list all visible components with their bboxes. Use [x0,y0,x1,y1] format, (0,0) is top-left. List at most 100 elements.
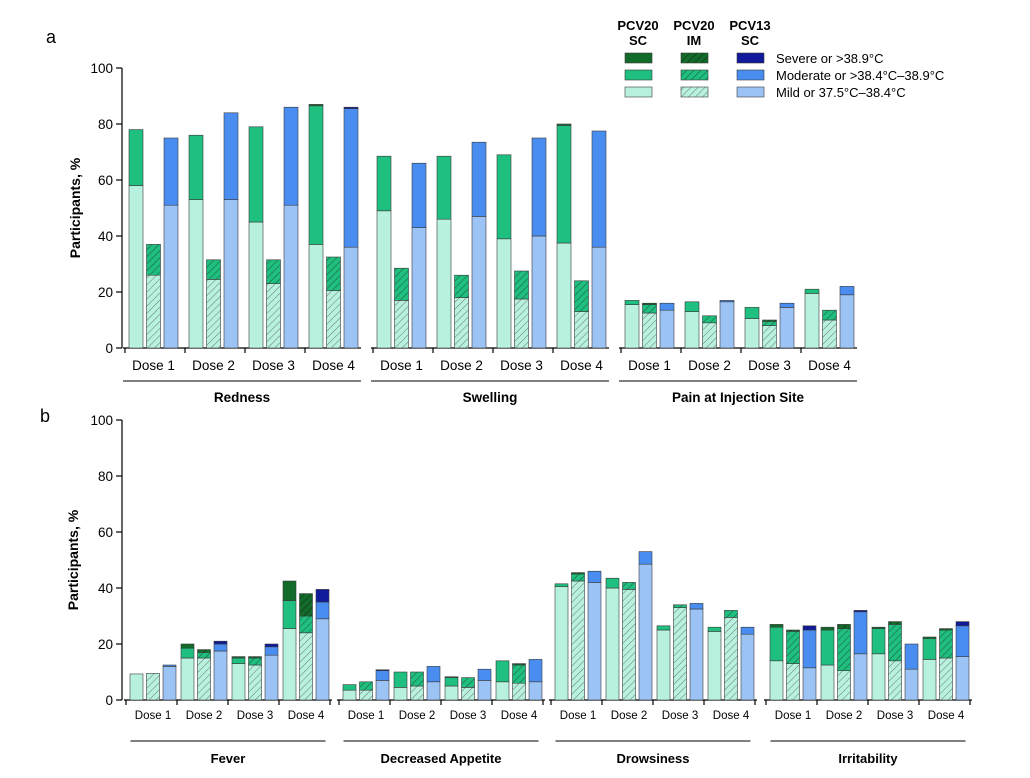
bar-redness-dose-1-pcv13_sc-mild [163,204,179,349]
bar-irritability-dose-4-pcv20_sc-mild [922,659,937,701]
x-tick-label: Dose 3 [252,358,295,373]
bar-decreased-appetite-dose-4-pcv20_im-severe [512,663,526,666]
bar-redness-dose-2-pcv20_sc-mild [188,199,204,349]
bar-irritability-dose-2-pcv20_im-mild [837,670,851,701]
x-tick-label: Dose 1 [775,710,811,722]
bar-redness-dose-4-pcv20_im-moderate [326,256,341,291]
bar-pain-at-injection-site-dose-3-pcv20_im-mild [762,325,777,349]
bar-decreased-appetite-dose-3-pcv20_sc-severe [444,676,459,678]
bar-irritability-dose-1-pcv20_im-severe [786,629,800,632]
bar-redness-dose-4-pcv13_sc-mild [343,246,359,349]
bar-drowsiness-dose-4-pcv20_im-moderate [724,610,738,618]
bar-fever-dose-2-pcv13_sc-severe [213,640,228,645]
bar-decreased-appetite-dose-2-pcv13_sc-moderate [426,666,441,683]
bar-redness-dose-4-pcv13_sc-severe [343,106,359,109]
bar-drowsiness-dose-1-pcv20_im-mild [571,580,585,701]
bar-fever-dose-4-pcv20_sc-moderate [282,600,297,629]
bar-irritability-dose-2-pcv20_im-severe [837,624,851,629]
x-tick-label: Dose 4 [501,710,538,722]
bar-decreased-appetite-dose-1-pcv13_sc-moderate [375,670,390,681]
legend-label-moderate: Moderate or >38.4°C–38.9°C [776,68,944,83]
bar-redness-dose-2-pcv13_sc-moderate [223,112,239,200]
bar-irritability-dose-1-pcv20_im-mild [786,663,800,701]
bar-fever-dose-3-pcv20_im-severe [248,656,262,659]
panel-a: a 0 20 40 60 80 100 Participants, % Dose 1 Dose 2… [46,27,857,405]
bar-drowsiness-dose-1-pcv20_im-severe [571,572,585,575]
bar-pain-at-injection-site-dose-1-pcv13_sc-mild [659,309,675,349]
x-tick-label: Dose 1 [135,710,171,722]
bar-swelling-dose-3-pcv13_sc-mild [531,235,547,349]
bar-decreased-appetite-dose-3-pcv20_im-mild [461,687,475,701]
bar-fever-dose-3-pcv20_sc-moderate [231,657,246,664]
y-tick-label: 40 [98,581,113,596]
bar-irritability-dose-3-pcv13_sc-mild [904,668,919,701]
bar-redness-dose-1-pcv20_sc-moderate [128,129,144,186]
bar-decreased-appetite-dose-1-pcv13_sc-severe [375,669,390,671]
bar-decreased-appetite-dose-2-pcv20_sc-moderate [393,671,408,688]
bar-decreased-appetite-dose-4-pcv20_sc-mild [495,681,510,701]
bar-fever-dose-1-pcv20_sc-mild [129,673,144,701]
bar-fever-dose-2-pcv20_im-moderate [197,652,211,659]
bar-pain-at-injection-site-dose-4-pcv13_sc-moderate [839,286,855,296]
y-tick-label: 60 [98,173,113,188]
legend-swatch-pcv20_sc-moderate [624,69,653,81]
bar-fever-dose-4-pcv13_sc-mild [315,618,330,701]
bar-irritability-dose-4-pcv20_sc-severe [922,636,937,639]
x-tick-label: Dose 2 [399,710,435,722]
bar-drowsiness-dose-4-pcv13_sc-moderate [740,626,755,635]
x-tick-label: Dose 2 [440,358,483,373]
panel-label: b [40,406,50,426]
bar-drowsiness-dose-3-pcv20_sc-mild [656,629,671,701]
bar-swelling-dose-3-pcv20_im-moderate [514,270,529,300]
bar-pain-at-injection-site-dose-2-pcv20_im-moderate [702,315,717,324]
legend-swatch-pcv20_im-severe [680,52,709,64]
bar-redness-dose-3-pcv20_sc-moderate [248,126,264,223]
x-tick-label: Dose 3 [877,710,913,722]
bar-swelling-dose-3-pcv20_sc-mild [496,238,512,349]
bar-drowsiness-dose-4-pcv20_sc-moderate [707,626,722,632]
bar-fever-dose-1-pcv13_sc-mild [162,666,177,701]
bar-pain-at-injection-site-dose-2-pcv13_sc-moderate [719,300,735,303]
x-tick-label: Dose 4 [560,358,603,373]
bar-fever-dose-2-pcv20_sc-mild [180,657,195,701]
x-tick-label: Dose 3 [500,358,543,373]
x-tick-label: Dose 2 [192,358,235,373]
bar-redness-dose-4-pcv20_sc-severe [308,104,324,107]
bar-fever-dose-3-pcv13_sc-severe [264,643,279,648]
y-tick-label: 20 [98,637,113,652]
bar-fever-dose-2-pcv13_sc-mild [213,650,228,701]
group-label-drowsiness: Drowsiness [617,751,690,766]
bar-swelling-dose-3-pcv20_sc-moderate [496,154,512,240]
bar-fever-dose-1-pcv13_sc-moderate [162,664,177,667]
group-label-fever: Fever [211,751,246,766]
bar-irritability-dose-3-pcv20_im-severe [888,621,902,625]
bar-pain-at-injection-site-dose-1-pcv20_im-severe [642,302,657,305]
bar-redness-dose-2-pcv20_im-mild [206,279,221,349]
legend-label-severe: Severe or >38.9°C [776,51,883,66]
bar-irritability-dose-2-pcv20_sc-mild [820,664,835,701]
bar-drowsiness-dose-2-pcv20_sc-mild [605,587,620,701]
bar-irritability-dose-1-pcv13_sc-moderate [802,629,817,669]
bar-irritability-dose-4-pcv13_sc-mild [955,656,970,701]
bar-drowsiness-dose-2-pcv13_sc-mild [638,563,653,701]
legend-swatch-pcv13_sc-severe [736,52,765,64]
x-tick-label: Dose 1 [560,710,596,722]
group-label-swelling: Swelling [463,390,518,405]
x-tick-label: Dose 3 [237,710,273,722]
legend-header-pcv13_sc: PCV13 [729,18,770,33]
bar-redness-dose-3-pcv20_sc-mild [248,221,264,349]
bar-pain-at-injection-site-dose-1-pcv20_sc-moderate [624,300,640,305]
bar-irritability-dose-4-pcv20_im-mild [939,657,953,701]
bar-fever-dose-3-pcv20_im-mild [248,664,262,701]
x-tick-label: Dose 2 [826,710,862,722]
bar-drowsiness-dose-3-pcv13_sc-mild [689,608,704,701]
x-tick-label: Dose 4 [713,710,750,722]
x-tick-label: Dose 3 [662,710,698,722]
bar-fever-dose-4-pcv13_sc-severe [315,589,330,603]
bar-swelling-dose-4-pcv13_sc-moderate [591,130,607,248]
bar-drowsiness-dose-4-pcv13_sc-mild [740,633,755,701]
bar-decreased-appetite-dose-3-pcv20_sc-mild [444,685,459,701]
x-tick-label: Dose 1 [628,358,671,373]
bar-fever-dose-3-pcv13_sc-moderate [264,646,279,656]
x-tick-label: Dose 3 [450,710,486,722]
